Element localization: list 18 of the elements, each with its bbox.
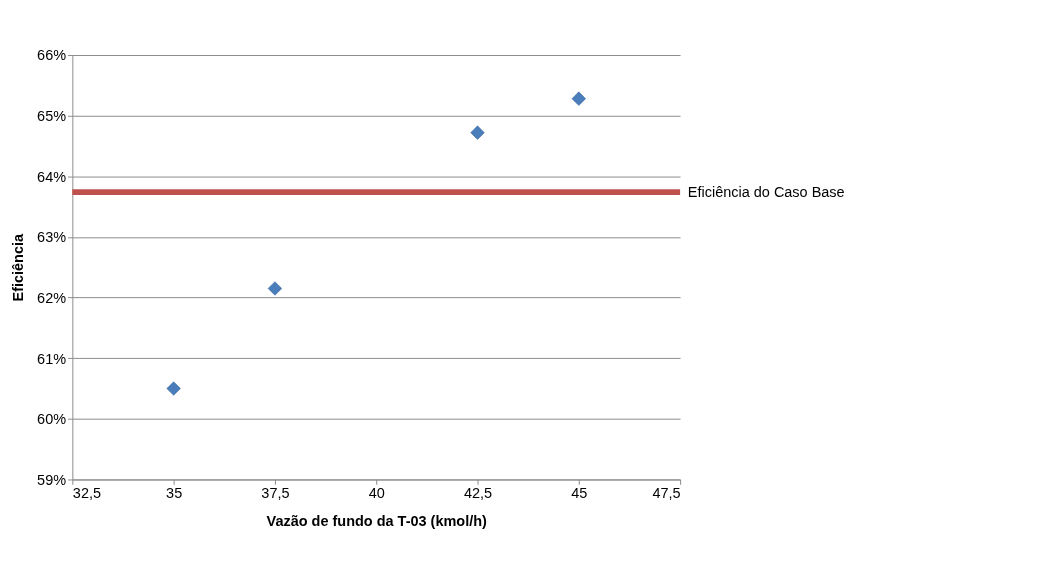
x-tick-label: 37,5	[261, 485, 290, 502]
y-tick-label: 65%	[37, 107, 67, 124]
y-tick-label: 60%	[37, 411, 67, 428]
y-tick-label: 62%	[37, 289, 67, 306]
y-tick-label: 63%	[37, 229, 67, 246]
y-tick-label: 66%	[37, 47, 67, 64]
x-tick-label: 32,5	[72, 485, 102, 502]
ref-line-label: Eficiência do Caso Base	[687, 183, 845, 200]
y-tick-label: 64%	[37, 168, 67, 185]
y-tick-label: 61%	[37, 350, 67, 367]
x-tick-label: 45	[571, 485, 588, 502]
y-tick-label: 59%	[37, 471, 67, 488]
y-axis-title: Eficiência	[9, 233, 26, 302]
x-tick-label: 35	[166, 485, 183, 502]
x-tick-label: 40	[368, 485, 385, 502]
x-tick-label: 47,5	[652, 485, 681, 502]
x-axis-title: Vazão de fundo da T-03 (kmol/h)	[266, 513, 488, 530]
x-tick-label: 42,5	[463, 485, 493, 502]
